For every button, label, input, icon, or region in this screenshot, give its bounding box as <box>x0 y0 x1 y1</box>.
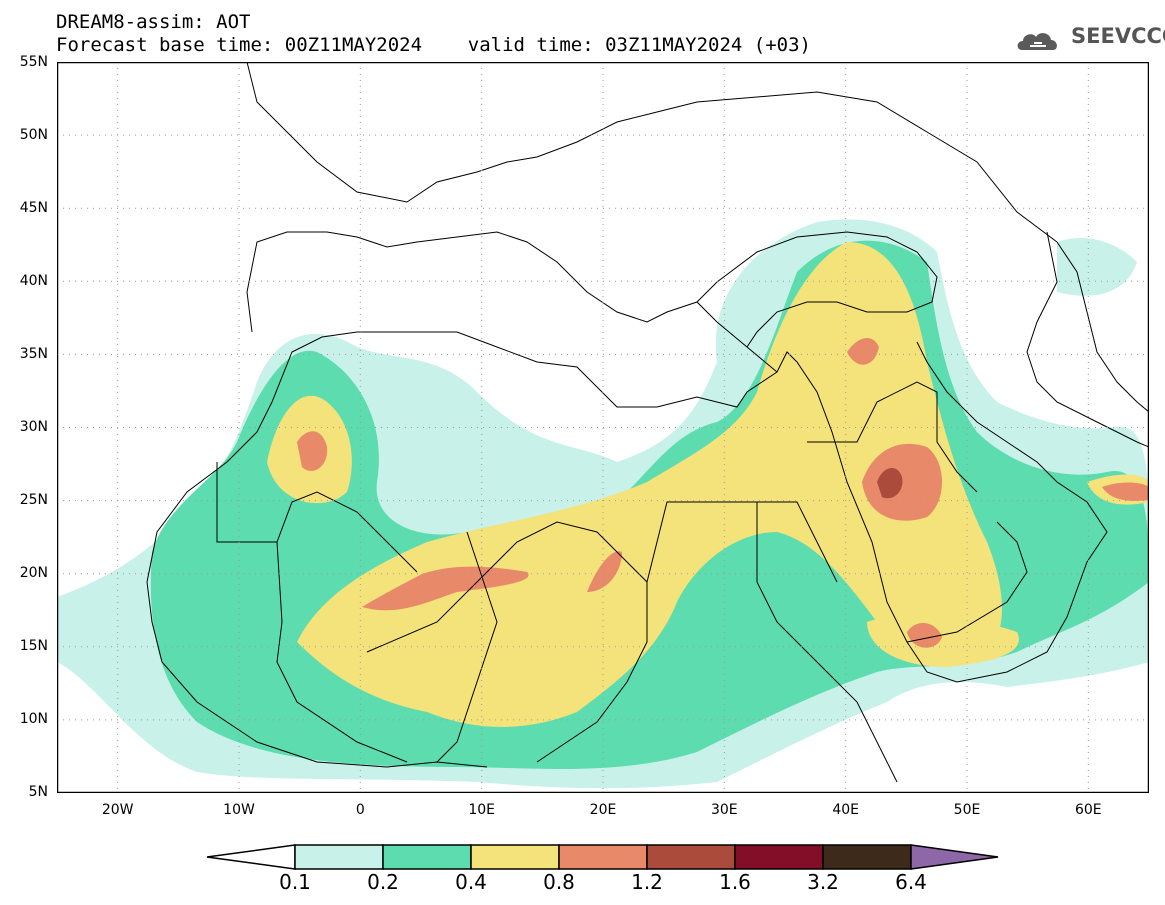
aot-band-1.2 <box>877 467 903 499</box>
colorbar-label: 0.8 <box>543 870 575 894</box>
colorbar-label: 3.2 <box>807 870 839 894</box>
colorbar-label: 0.2 <box>367 870 399 894</box>
lon-label: 20E <box>589 802 617 818</box>
colorbar-bin <box>646 844 736 870</box>
colorbar-label: 1.6 <box>719 870 751 894</box>
colorbar-label: 0.4 <box>455 870 487 894</box>
lon-label: 30E <box>710 802 738 818</box>
cloud-icon <box>1017 33 1057 50</box>
graticule <box>57 62 1149 793</box>
colorbar-bin <box>734 844 824 870</box>
forecast-time: Forecast base time: 00Z11MAY2024 valid t… <box>56 34 811 56</box>
colorbar-bin <box>558 844 648 870</box>
lat-label: 10N <box>19 711 48 727</box>
lon-label: 20W <box>101 802 134 818</box>
colorbar-over-arrow <box>910 844 999 870</box>
lon-label: 0 <box>355 802 365 818</box>
colorbar-bin <box>294 844 384 870</box>
lat-label: 25N <box>19 492 48 508</box>
coastlines <box>146 62 1149 783</box>
lat-label: 40N <box>19 273 48 289</box>
lon-label: 50E <box>953 802 981 818</box>
map-title: DREAM8-assim: AOT <box>56 11 251 33</box>
colorbar-bin <box>382 844 472 870</box>
colorbar-label: 1.2 <box>631 870 663 894</box>
lat-label: 55N <box>19 54 48 70</box>
lat-label: 35N <box>19 346 48 362</box>
lat-label: 20N <box>19 565 48 581</box>
colorbar-label: 6.4 <box>895 870 927 894</box>
lon-label: 40E <box>832 802 860 818</box>
colorbar-under-arrow <box>206 844 296 870</box>
lon-label: 60E <box>1074 802 1102 818</box>
aot-band-0.4 <box>267 242 1149 727</box>
lon-label: 10W <box>223 802 255 818</box>
seevccc-logo: SEEVCCC <box>1071 24 1165 48</box>
lat-label: 45N <box>19 200 48 216</box>
colorbar-bin <box>470 844 560 870</box>
colorbar-bin <box>822 844 912 870</box>
map-frame <box>57 62 1149 793</box>
colorbar-label: 0.1 <box>279 870 311 894</box>
lon-label: 10E <box>468 802 496 818</box>
color-bar <box>206 844 999 870</box>
lat-label: 50N <box>19 127 48 143</box>
lat-label: 30N <box>19 419 48 435</box>
aot-map <box>57 62 1149 793</box>
lat-label: 15N <box>19 638 48 654</box>
lat-label: 5N <box>28 784 48 800</box>
